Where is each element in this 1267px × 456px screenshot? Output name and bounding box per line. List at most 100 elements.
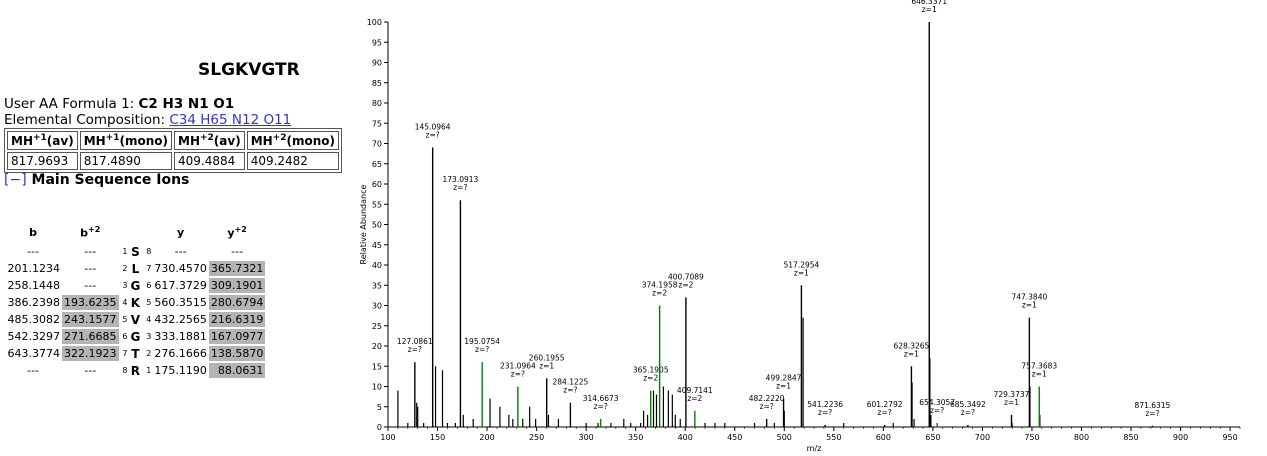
ion-index: 7 <box>122 349 128 358</box>
peak-charge-label: z=2 <box>643 374 658 383</box>
peak-charge-label: z=1 <box>922 5 937 14</box>
y-tick-label: 30 <box>372 302 382 311</box>
y-tick-label: 100 <box>367 18 382 27</box>
ion-row: 643.3774 322.1923 7 T 2 276.1666 138.5870 <box>4 346 266 361</box>
peak-mz-label: 409.7141 <box>677 386 713 395</box>
peak-mz-label: 374.1958 <box>642 281 678 290</box>
peak-charge-label: z=? <box>594 402 608 411</box>
peak-mz-label: 127.0861 <box>397 337 433 346</box>
col-y2: y+2 <box>227 224 247 240</box>
ion-b: 485.3082 <box>7 313 61 326</box>
y-tick-label: 50 <box>372 221 382 230</box>
col-b: b <box>29 225 37 239</box>
peak-charge-label: z=? <box>426 131 440 140</box>
peak-mz-label: 173.0913 <box>443 175 479 184</box>
ion-y: 560.3515 <box>154 296 207 309</box>
ion-residue: T <box>131 346 140 361</box>
mh-header-row: MH+1(av) MH+1(mono) MH+2(av) MH+2(mono) <box>7 131 339 150</box>
x-tick-label: 500 <box>777 433 792 442</box>
ion-y2: --- <box>231 245 244 258</box>
x-tick-label: 550 <box>826 433 841 442</box>
ion-y: --- <box>174 245 187 258</box>
ion-rev-index: 2 <box>146 349 152 358</box>
mh-value-row: 817.9693 817.4890 409.4884 409.2482 <box>7 152 339 170</box>
peptide-info-panel: SLGKVGTR User AA Formula 1: C2 H3 N1 O1 … <box>0 0 342 456</box>
composition-link[interactable]: C34 H65 N12 O11 <box>169 112 292 128</box>
ion-row: 386.2398 193.6235 4 K 5 560.3515 280.6794 <box>4 295 266 310</box>
peak-charge-label: z=1 <box>794 268 809 277</box>
y-tick-label: 95 <box>372 38 382 47</box>
ion-index: 6 <box>122 332 128 341</box>
ion-b2: --- <box>84 279 97 292</box>
ion-b: 386.2398 <box>7 296 61 309</box>
peak-charge-label: z=1 <box>539 361 554 370</box>
ion-index: 2 <box>122 264 128 273</box>
x-tick-label: 400 <box>678 433 693 442</box>
peak-charge-label: z=? <box>408 345 422 354</box>
ion-y: 617.3729 <box>154 279 207 292</box>
x-tick-label: 450 <box>727 433 742 442</box>
ion-residue: V <box>130 312 141 327</box>
peak-mz-label: 729.3737 <box>994 390 1030 399</box>
y-tick-label: 45 <box>372 241 382 250</box>
y-tick-label: 90 <box>372 59 382 68</box>
peak-charge-label: z=? <box>878 408 892 417</box>
formula-value: C2 H3 N1 O1 <box>138 96 235 112</box>
ion-y: 730.4570 <box>154 262 207 275</box>
ion-b: 258.1448 <box>7 279 61 292</box>
peak-charge-label: z=1 <box>1022 301 1037 310</box>
mh-table: MH+1(av) MH+1(mono) MH+2(av) MH+2(mono) … <box>4 128 342 173</box>
ion-b: --- <box>27 364 39 377</box>
peak-mz-label: 654.3057 <box>919 398 955 407</box>
ion-b2: 322.1923 <box>62 346 119 361</box>
mh-value-4: 409.2482 <box>246 152 339 170</box>
peak-charge-label: z=2 <box>687 394 702 403</box>
x-tick-label: 100 <box>380 433 395 442</box>
ion-index: 8 <box>122 366 128 375</box>
ion-y2: 280.6794 <box>208 295 266 310</box>
col-b2: b+2 <box>80 224 101 240</box>
x-tick-label: 150 <box>430 433 445 442</box>
ion-index: 3 <box>122 281 128 290</box>
composition-label: Elemental Composition: <box>4 112 166 128</box>
ion-b2: 193.6235 <box>62 295 119 310</box>
y-tick-label: 80 <box>372 99 382 108</box>
col-y: y <box>177 225 185 239</box>
y-tick-label: 65 <box>372 160 382 169</box>
x-tick-label: 800 <box>1074 433 1089 442</box>
ion-b: 643.3774 <box>7 347 61 360</box>
y-tick-label: 35 <box>372 281 382 290</box>
peak-charge-label: z=? <box>818 408 832 417</box>
collapse-toggle[interactable]: [−] <box>4 172 27 188</box>
formula-label: User AA Formula 1: <box>4 96 135 112</box>
composition-line: Elemental Composition: C34 H65 N12 O11 <box>4 112 291 128</box>
peak-charge-label: z=1 <box>1032 370 1047 379</box>
ion-rev-index: 5 <box>146 298 152 307</box>
peak-mz-label: 231.0964 <box>500 362 536 371</box>
peak-mz-label: 314.6673 <box>583 394 619 403</box>
peak-mz-label: 646.3371 <box>911 0 947 6</box>
y-tick-label: 0 <box>377 423 382 432</box>
y-axis-label: Relative Abundance <box>359 184 368 264</box>
mass-spectrum-chart: 0 5 10 15 20 25 30 35 40 45 50 55 60 65 70 75 80 85 90 95 10… <box>359 0 1241 453</box>
peak-mz-label: 871.6315 <box>1135 401 1171 410</box>
ion-y2: 138.5870 <box>208 346 266 361</box>
ion-b2: 271.6685 <box>62 329 119 344</box>
ion-y: 175.1190 <box>154 364 207 377</box>
ion-b: 201.1234 <box>7 262 61 275</box>
y-tick-label: 25 <box>372 322 382 331</box>
x-tick-label: 700 <box>975 433 990 442</box>
ion-header-row: b b+2 y y+2 <box>4 222 265 242</box>
peak-mz-label: 482.2220 <box>749 394 785 403</box>
x-axis-label: m/z <box>807 444 822 453</box>
peak-mz-label: 195.0754 <box>464 337 500 346</box>
ion-y: 333.1881 <box>154 330 207 343</box>
ion-rev-index: 7 <box>146 264 152 273</box>
ion-residue: K <box>130 295 141 310</box>
mh-header-1: MH+1(av) <box>7 131 78 150</box>
ion-b2: --- <box>84 245 97 258</box>
y-tick-label: 55 <box>372 200 382 209</box>
peak-mz-label: 400.7089 <box>668 272 704 281</box>
peak-charge-label: z=? <box>453 183 467 192</box>
peak-mz-label: 365.1905 <box>633 366 669 375</box>
